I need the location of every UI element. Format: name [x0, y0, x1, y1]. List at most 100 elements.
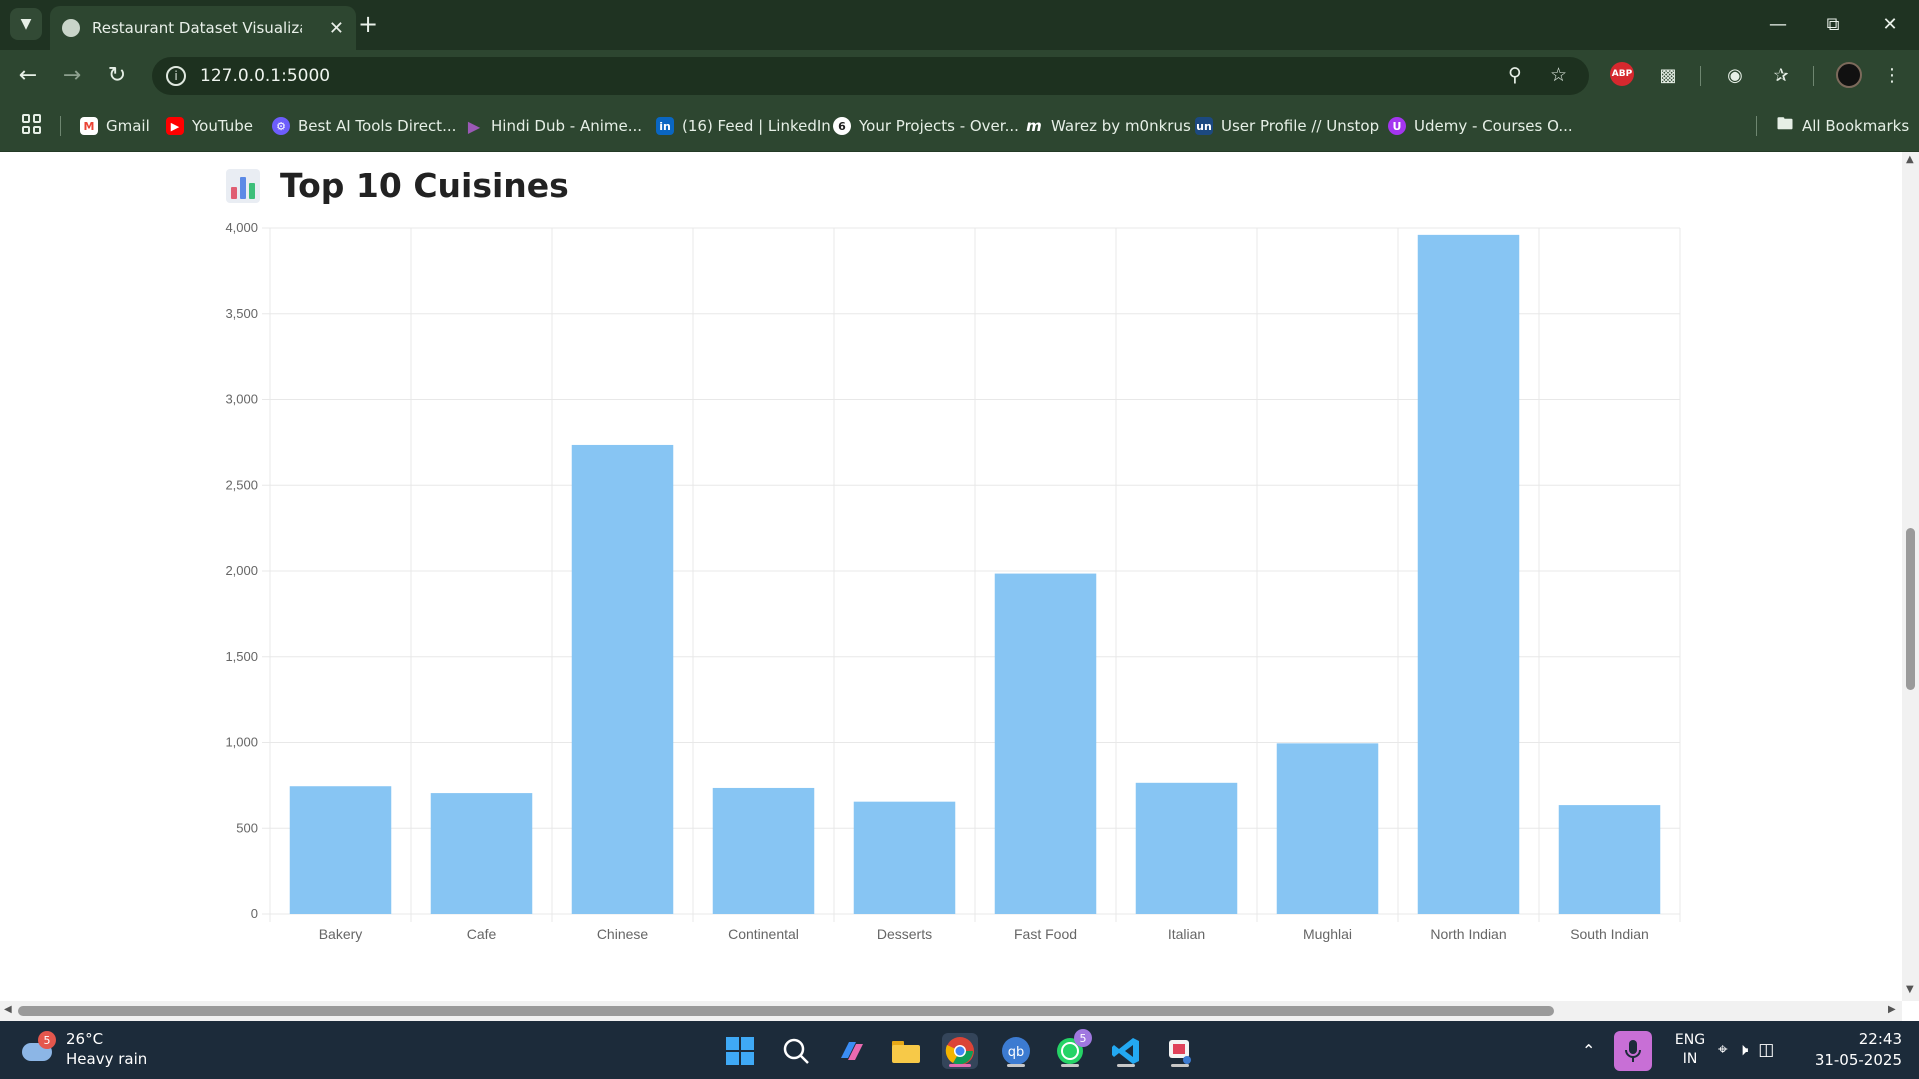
bookmark-udemy[interactable]: U Udemy - Courses O... [1388, 114, 1573, 138]
taskbar: 5 26°C Heavy rain qb 5 ⌃ [0, 1021, 1919, 1079]
avatar[interactable] [1836, 62, 1862, 88]
scroll-left-icon[interactable]: ◀ [4, 1004, 12, 1015]
url-text[interactable]: 127.0.0.1:5000 [200, 66, 331, 86]
vertical-scroll-thumb[interactable] [1906, 528, 1915, 690]
qbittorrent-button[interactable]: qb [998, 1033, 1034, 1069]
reload-button[interactable]: ↻ [101, 59, 133, 91]
x-tick-label: Fast Food [1014, 926, 1077, 942]
udemy-icon: U [1388, 117, 1406, 135]
bookmark-warez[interactable]: m Warez by m0nkrus [1026, 117, 1191, 135]
projects-icon: 6 [833, 117, 851, 135]
linkedin-icon: in [656, 117, 674, 135]
close-icon: ✕ [1882, 13, 1898, 35]
weather-temp: 26°C [66, 1030, 104, 1048]
bookmark-hindi-dub[interactable]: ▶ Hindi Dub - Anime... [465, 114, 642, 138]
menu-icon[interactable]: ⋮ [1883, 64, 1901, 86]
x-tick-label: South Indian [1570, 926, 1649, 942]
scroll-up-icon[interactable]: ▲ [1906, 154, 1914, 165]
x-tick-label: Desserts [877, 926, 932, 942]
address-bar[interactable]: i 127.0.0.1:5000 ⚲ ☆ [152, 57, 1589, 95]
bar-north-indian [1417, 234, 1520, 915]
info-icon[interactable]: i [166, 66, 186, 86]
running-indicator [1061, 1064, 1079, 1067]
bookmark-ai-tools[interactable]: ⚙ Best AI Tools Direct... [272, 114, 456, 138]
bar-desserts [853, 801, 956, 914]
qbittorrent-icon: qb [1002, 1037, 1030, 1065]
windows-icon [726, 1037, 754, 1065]
apps-grid-icon[interactable] [22, 114, 42, 134]
file-explorer-button[interactable] [888, 1033, 924, 1069]
x-tick-label: Italian [1168, 926, 1205, 942]
restore-button[interactable]: ⧉ [1813, 8, 1853, 40]
wifi-icon: ⌖ [1718, 1040, 1728, 1060]
window-close-button[interactable]: ✕ [1870, 8, 1910, 40]
star-icon[interactable]: ☆ [1550, 64, 1568, 86]
folder-icon: 🖿 [1776, 113, 1793, 133]
bar-south-indian [1558, 805, 1661, 914]
tab-search-button[interactable]: ▼ [10, 8, 42, 40]
forward-button[interactable]: → [56, 59, 88, 91]
vertical-scrollbar[interactable]: ▲ ▼ [1902, 152, 1919, 1001]
horizontal-scrollbar[interactable]: ◀ ▶ [0, 1001, 1902, 1021]
tray-overflow-button[interactable]: ⌃ [1582, 1021, 1595, 1079]
rain-cloud-icon: 5 [22, 1031, 56, 1065]
start-button[interactable] [722, 1033, 758, 1069]
chevron-down-icon: ▼ [20, 16, 32, 32]
all-bookmarks-button[interactable]: 🖿 All Bookmarks [1776, 113, 1910, 136]
minimize-button[interactable]: — [1758, 8, 1798, 40]
unstop-icon: un [1195, 117, 1213, 135]
svg-text:qb: qb [1008, 1045, 1025, 1060]
incognito-icon[interactable]: ◉ [1727, 64, 1743, 86]
bar-bakery [289, 786, 392, 914]
chevron-up-icon: ⌃ [1582, 1040, 1596, 1060]
close-icon[interactable]: ✕ [328, 17, 344, 39]
system-tray-icons[interactable]: ⌖ 🕨 ◫ [1718, 1021, 1774, 1079]
snipping-tool-icon [1169, 1040, 1191, 1064]
bookmark-unstop[interactable]: un User Profile // Unstop [1195, 117, 1380, 135]
bar-mughlai [1276, 743, 1379, 914]
browser-tab[interactable]: Restaurant Dataset Visualization ✕ [50, 6, 356, 50]
m-icon: m [1026, 117, 1042, 135]
weather-widget[interactable]: 5 26°C Heavy rain [22, 1029, 147, 1069]
snipping-tool-button[interactable] [1162, 1033, 1198, 1069]
adblock-icon[interactable]: ABP [1610, 62, 1634, 86]
search-icon [783, 1038, 809, 1064]
chrome-taskbar-button[interactable] [942, 1033, 978, 1069]
whatsapp-badge: 5 [1074, 1029, 1092, 1047]
bar-chinese [571, 444, 674, 914]
horizontal-scroll-thumb[interactable] [18, 1006, 1554, 1016]
zoom-icon[interactable]: ⚲ [1508, 64, 1522, 86]
bar-fast-food [994, 573, 1097, 914]
chrome-icon [945, 1037, 974, 1065]
arrow-right-icon: → [62, 62, 82, 88]
scroll-right-icon[interactable]: ▶ [1888, 1004, 1896, 1015]
extensions-icon[interactable]: ▩ [1659, 64, 1677, 86]
language-indicator[interactable]: ENG IN [1674, 1032, 1706, 1067]
voice-typing-button[interactable] [1614, 1031, 1652, 1071]
search-button[interactable] [778, 1033, 814, 1069]
running-indicator [1007, 1064, 1025, 1067]
back-button[interactable]: ← [12, 59, 44, 91]
reading-list-icon[interactable]: ✰ [1773, 64, 1789, 86]
bookmark-projects[interactable]: 6 Your Projects - Over... [833, 114, 1019, 138]
toolbar-divider [1700, 66, 1701, 86]
y-tick-label: 4,000 [225, 220, 258, 235]
battery-icon: ◫ [1758, 1040, 1775, 1060]
youtube-icon: ▶ [166, 117, 184, 135]
page-content: 0 500 1,000 1,500 2,000 2,500 3,000 3,500 4,000 B… [0, 152, 1902, 1001]
globe-icon [62, 19, 80, 37]
gmail-icon: M [80, 117, 98, 135]
copilot-button[interactable] [833, 1033, 869, 1069]
scroll-down-icon[interactable]: ▼ [1906, 984, 1914, 995]
plus-icon: + [357, 10, 379, 38]
whatsapp-button[interactable]: 5 [1052, 1029, 1092, 1069]
bar-chart-icon [226, 168, 260, 203]
browser-toolbar: ← → ↻ i 127.0.0.1:5000 ⚲ ☆ ABP ▩ ◉ ✰ ⋮ [0, 50, 1919, 100]
new-tab-button[interactable]: + [352, 8, 384, 40]
bookmark-youtube[interactable]: ▶ YouTube [166, 114, 253, 138]
bookmark-gmail[interactable]: M Gmail [80, 114, 150, 138]
reload-icon: ↻ [107, 62, 127, 88]
bookmark-linkedin[interactable]: in (16) Feed | LinkedIn [656, 114, 831, 138]
clock[interactable]: 22:43 31-05-2025 [1812, 1029, 1902, 1071]
vscode-button[interactable] [1108, 1033, 1144, 1069]
